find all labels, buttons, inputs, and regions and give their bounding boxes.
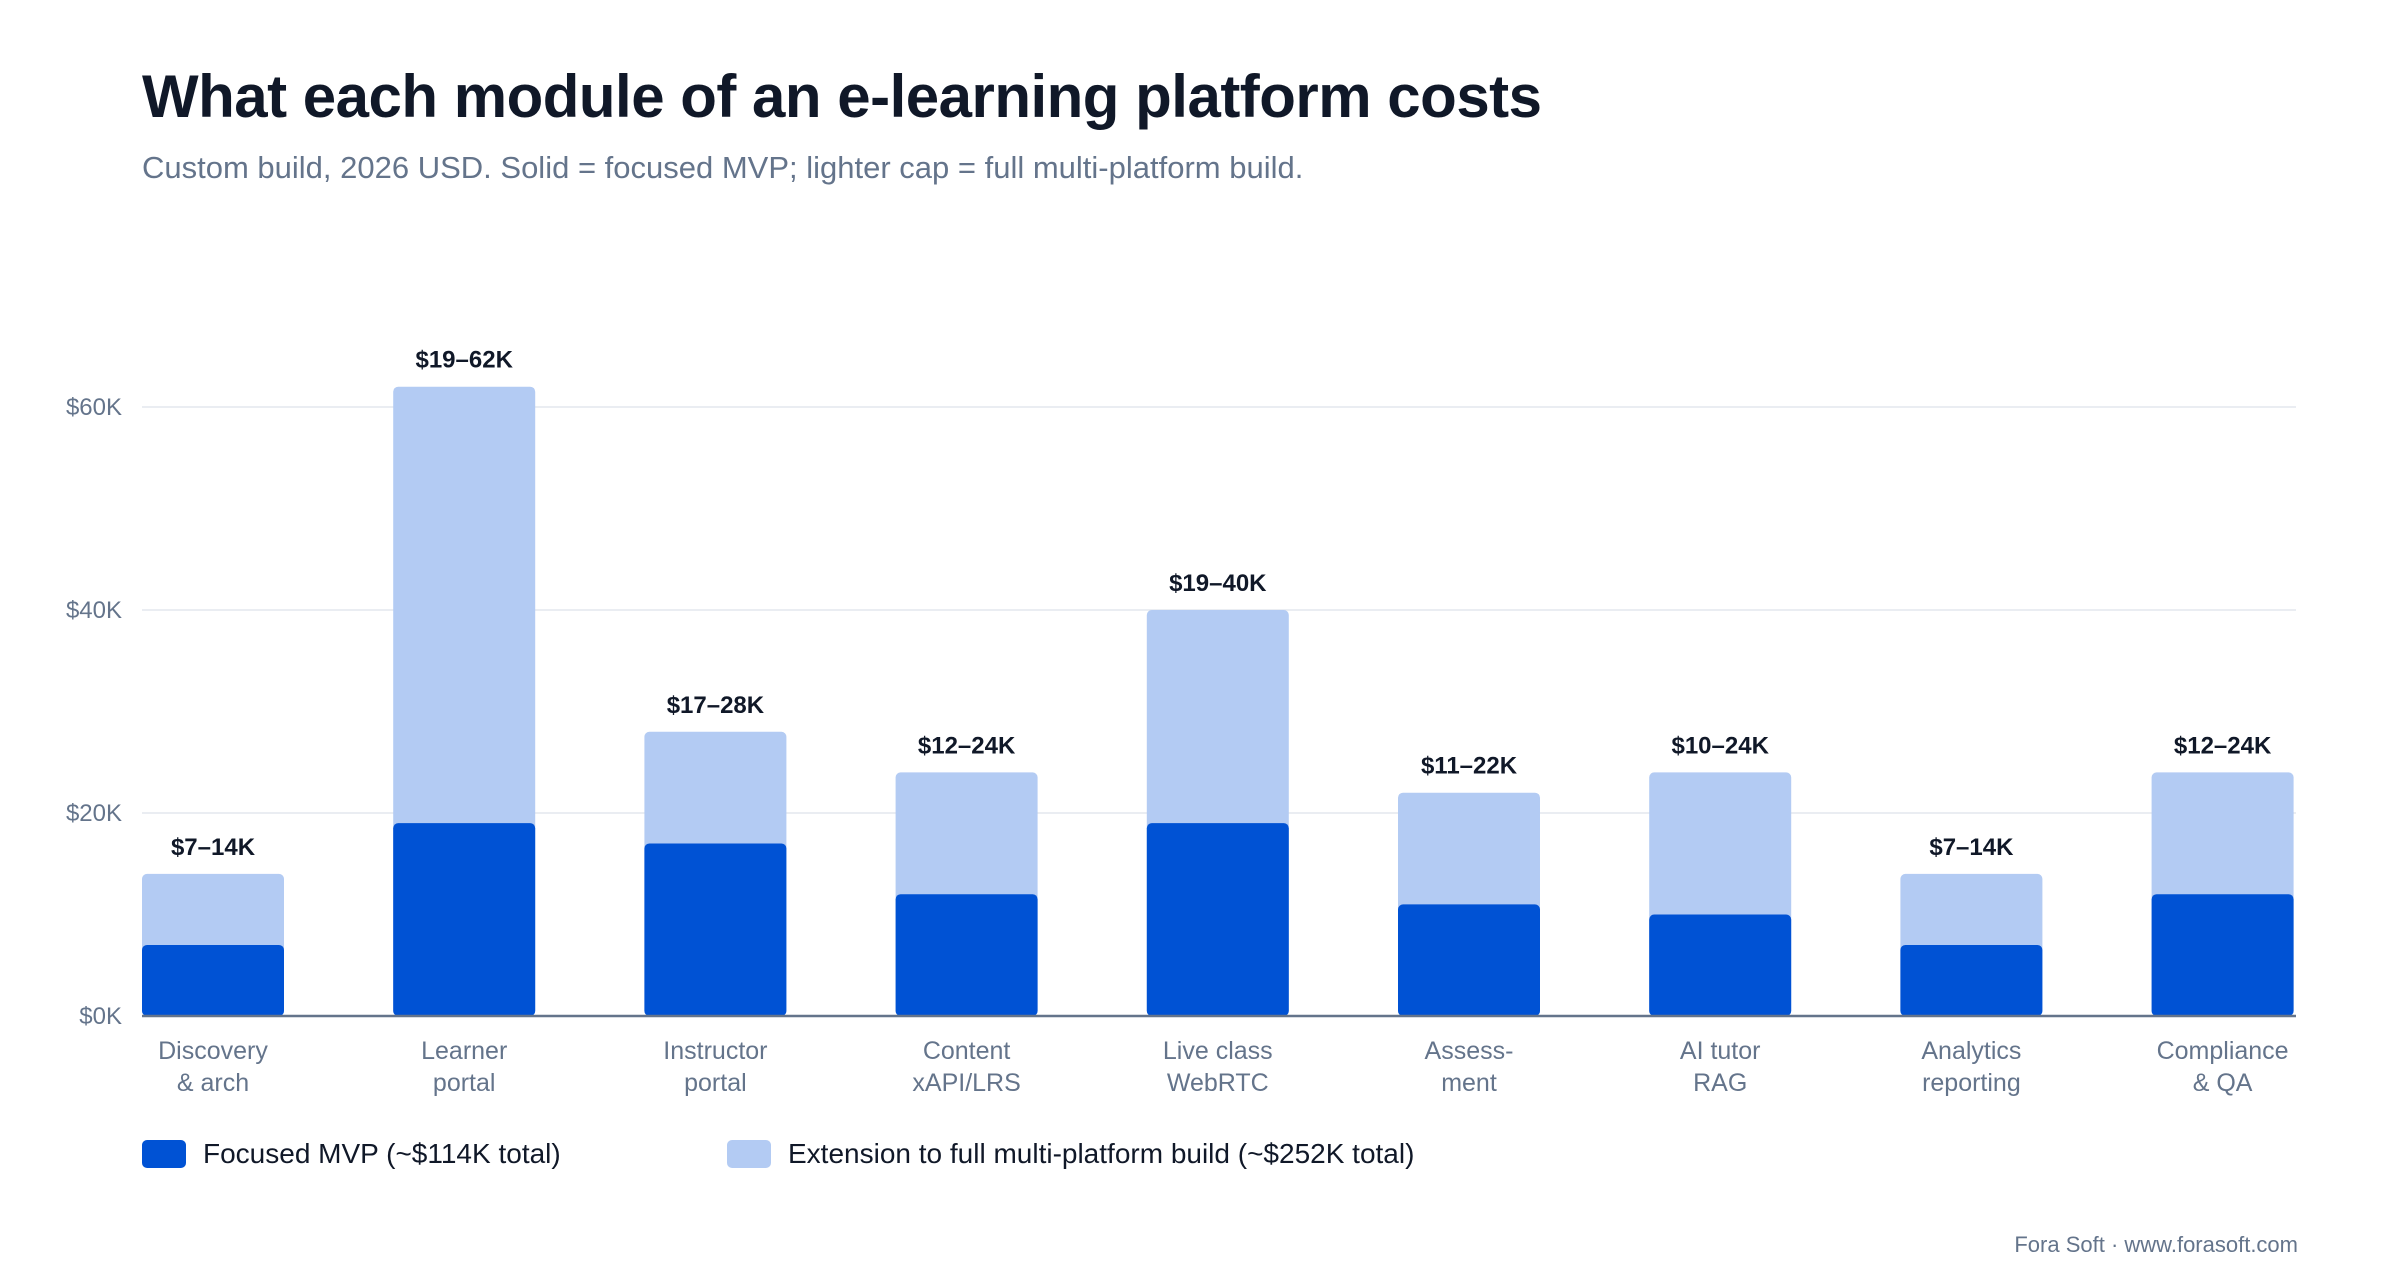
- y-tick-label: $0K: [79, 1003, 122, 1030]
- bar-mvp: [644, 843, 787, 1016]
- bar-mvp: [1398, 904, 1540, 1016]
- category-label: reporting: [1922, 1069, 2021, 1097]
- category-label: portal: [433, 1069, 496, 1097]
- data-label: $17–28K: [667, 692, 765, 719]
- category-label: Compliance: [2157, 1037, 2289, 1065]
- bar-mvp: [1649, 914, 1792, 1016]
- category-label: AI tutor: [1680, 1037, 1761, 1065]
- y-tick-label: $20K: [66, 800, 122, 827]
- category-label: Instructor: [663, 1037, 767, 1065]
- data-label: $19–40K: [1169, 570, 1267, 597]
- chart-subtitle: Custom build, 2026 USD. Solid = focused …: [142, 150, 1304, 185]
- category-label: Discovery: [158, 1037, 268, 1065]
- legend-label-mvp: Focused MVP (~$114K total): [203, 1138, 561, 1169]
- category-label: Learner: [421, 1037, 507, 1065]
- bar-mvp: [1146, 823, 1289, 1016]
- legend-item-mvp: Focused MVP (~$114K total): [142, 1138, 561, 1170]
- category-label: WebRTC: [1167, 1069, 1269, 1097]
- bar-mvp: [2151, 894, 2294, 1016]
- category-label: Live class: [1163, 1037, 1273, 1065]
- bar-chart: $0K $20K $40K $60K $7–14K Discovery & arch $19–…: [66, 347, 2296, 1097]
- bar-mvp: [393, 823, 536, 1016]
- bar-mvp: [1900, 944, 2043, 1016]
- legend-swatch-extension: [727, 1140, 771, 1168]
- data-label: $11–22K: [1421, 753, 1518, 780]
- data-label: $19–62K: [415, 347, 513, 374]
- category-label: Assess-: [1425, 1037, 1514, 1065]
- data-label: $10–24K: [1671, 732, 1769, 759]
- data-label: $12–24K: [2174, 732, 2272, 759]
- category-label: Analytics: [1921, 1037, 2021, 1065]
- category-label: & QA: [2193, 1069, 2253, 1097]
- legend-item-extension: Extension to full multi-platform build (…: [727, 1138, 1414, 1170]
- category-label: portal: [684, 1069, 747, 1097]
- category-label: xAPI/LRS: [912, 1069, 1020, 1097]
- data-label: $12–24K: [918, 732, 1016, 759]
- category-label: Content: [923, 1037, 1011, 1065]
- y-tick-label: $40K: [66, 597, 122, 624]
- bar-mvp: [895, 894, 1038, 1016]
- footer-credit: Fora Soft · www.forasoft.com: [2014, 1232, 2298, 1257]
- data-label: $7–14K: [171, 834, 256, 861]
- data-label: $7–14K: [1929, 834, 2014, 861]
- legend-swatch-mvp: [142, 1140, 186, 1168]
- category-label: RAG: [1693, 1069, 1747, 1097]
- y-tick-label: $60K: [66, 394, 122, 421]
- chart-title: What each module of an e-learning platfo…: [142, 63, 1542, 130]
- bar-mvp: [142, 944, 284, 1016]
- category-label: ment: [1441, 1069, 1497, 1097]
- category-label: & arch: [177, 1069, 249, 1097]
- legend-label-extension: Extension to full multi-platform build (…: [788, 1138, 1415, 1169]
